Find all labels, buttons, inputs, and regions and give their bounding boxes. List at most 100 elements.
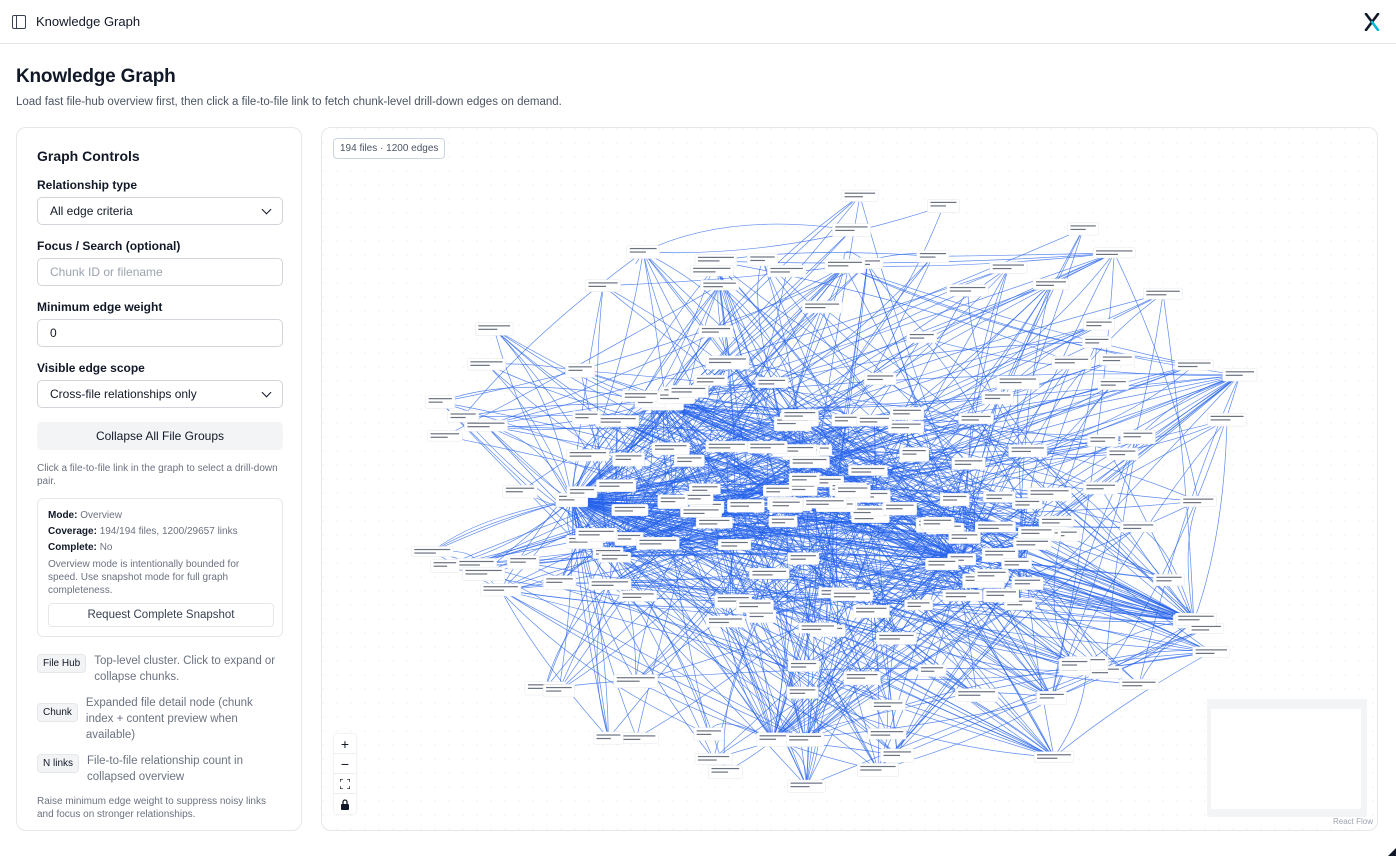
graph-edge[interactable] <box>715 260 1101 489</box>
graph-edge[interactable] <box>523 561 1020 606</box>
file-hub-node[interactable] <box>611 504 649 516</box>
graph-edge[interactable] <box>670 448 803 693</box>
graph-edge[interactable] <box>571 289 968 501</box>
graph-edge[interactable] <box>440 262 868 403</box>
file-hub-node[interactable] <box>768 515 798 528</box>
graph-edge[interactable] <box>614 557 637 682</box>
graph-edge[interactable] <box>761 615 1055 758</box>
graph-edge[interactable] <box>733 256 934 602</box>
graph-edge[interactable] <box>733 534 1044 602</box>
file-hub-node[interactable] <box>598 551 631 563</box>
graph-edge[interactable] <box>715 260 1053 699</box>
graph-edge[interactable] <box>642 251 783 504</box>
graph-edge[interactable] <box>607 324 1100 554</box>
graph-edge[interactable] <box>870 611 889 706</box>
file-hub-node[interactable] <box>1032 278 1070 290</box>
graph-edge[interactable] <box>1049 383 1114 495</box>
min-edge-weight-input[interactable]: 0 <box>37 319 283 347</box>
graph-edge[interactable] <box>844 265 1195 366</box>
graph-edge[interactable] <box>440 401 806 741</box>
focus-search-input[interactable]: Chunk ID or filename <box>37 258 283 286</box>
graph-edge[interactable] <box>571 324 1100 501</box>
graph-edge[interactable] <box>1019 284 1052 605</box>
graph-edge[interactable] <box>782 283 1052 504</box>
graph-edge[interactable] <box>463 403 800 420</box>
zoom-in-icon[interactable]: + <box>334 734 356 754</box>
edge-scope-select[interactable]: Cross-file relationships only <box>37 380 283 408</box>
graph-edge[interactable] <box>727 362 1053 699</box>
graph-edge[interactable] <box>628 459 774 740</box>
graph-edge[interactable] <box>896 463 969 639</box>
graph-edge[interactable] <box>773 559 962 740</box>
graph-edge[interactable] <box>1193 419 1228 622</box>
file-hub-node[interactable] <box>763 484 793 497</box>
file-hub-node[interactable] <box>916 250 950 263</box>
minimap[interactable] <box>1207 699 1367 817</box>
graph-edge[interactable] <box>773 603 1020 740</box>
graph-edge[interactable] <box>835 506 898 756</box>
graph-edge[interactable] <box>1051 293 1164 699</box>
graph-edge[interactable] <box>571 331 717 501</box>
file-hub-node[interactable] <box>951 457 986 470</box>
file-hub-node[interactable] <box>566 449 610 462</box>
graph-edge[interactable] <box>867 263 978 696</box>
file-hub-node[interactable] <box>1143 287 1184 300</box>
relationship-type-select[interactable]: All edge criteria <box>37 197 283 225</box>
graph-edge[interactable] <box>711 270 1212 653</box>
graph-edge[interactable] <box>804 508 901 740</box>
graph-edge[interactable] <box>1053 651 1212 758</box>
graph-edge[interactable] <box>802 692 819 787</box>
file-hub-node[interactable] <box>705 615 746 628</box>
graph-edge[interactable] <box>1113 252 1199 502</box>
file-hub-node[interactable] <box>1082 336 1112 349</box>
graph-edge[interactable] <box>827 463 969 632</box>
graph-viewport[interactable] <box>322 128 1378 831</box>
graph-edge[interactable] <box>616 420 1170 581</box>
graph-edge[interactable] <box>571 265 846 501</box>
graph-edge[interactable] <box>544 583 611 689</box>
graph-edge[interactable] <box>804 651 1212 741</box>
graph-edge[interactable] <box>877 252 1115 771</box>
graph-edge[interactable] <box>643 223 852 253</box>
graph-edge[interactable] <box>628 503 1028 540</box>
graph-edge[interactable] <box>733 600 1055 758</box>
graph-edge[interactable] <box>519 491 897 639</box>
file-hub-node[interactable] <box>689 265 734 277</box>
file-hub-node[interactable] <box>798 622 838 634</box>
file-hub-node[interactable] <box>856 415 893 427</box>
file-hub-node[interactable] <box>1097 378 1130 390</box>
graph-edge[interactable] <box>754 450 816 607</box>
graph-edge[interactable] <box>662 403 863 679</box>
graph-edge[interactable] <box>571 499 1197 620</box>
file-hub-node[interactable] <box>904 599 933 611</box>
file-hub-node[interactable] <box>801 300 843 314</box>
graph-edge[interactable] <box>714 266 846 523</box>
graph-edge[interactable] <box>571 419 847 501</box>
graph-edge[interactable] <box>586 417 1052 699</box>
file-hub-node[interactable] <box>1119 678 1159 690</box>
graph-edge[interactable] <box>799 414 962 560</box>
graph-edge[interactable] <box>719 285 778 491</box>
graph-edge[interactable] <box>803 283 1052 667</box>
graph-edge[interactable] <box>772 505 788 740</box>
file-hub-node[interactable] <box>789 456 830 469</box>
file-hub-node[interactable] <box>787 660 820 672</box>
file-hub-node[interactable] <box>983 491 1016 503</box>
file-hub-node[interactable] <box>1083 318 1115 331</box>
graph-edge[interactable] <box>493 328 573 501</box>
graph-edge[interactable] <box>802 692 1055 758</box>
file-hub-node[interactable] <box>948 531 981 544</box>
file-hub-node[interactable] <box>870 699 906 711</box>
file-hub-node[interactable] <box>749 568 790 580</box>
graph-edge[interactable] <box>773 583 1028 740</box>
graph-edge[interactable] <box>650 401 1053 699</box>
graph-edge[interactable] <box>571 500 609 739</box>
file-hub-node[interactable] <box>621 390 663 403</box>
graph-edge[interactable] <box>628 401 653 540</box>
file-hub-node[interactable] <box>1018 526 1055 539</box>
file-hub-node[interactable] <box>694 753 733 765</box>
graph-edge[interactable] <box>1138 374 1241 685</box>
graph-canvas[interactable]: 194 files · 1200 edges + − React Flow <box>321 127 1378 831</box>
graph-edge[interactable] <box>607 336 923 554</box>
graph-edge[interactable] <box>440 386 651 403</box>
